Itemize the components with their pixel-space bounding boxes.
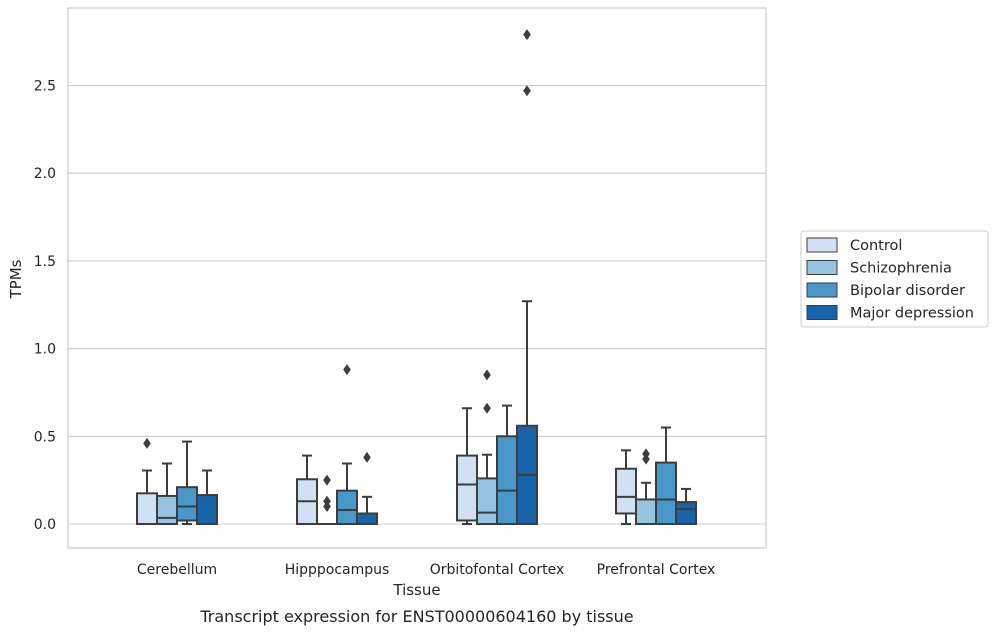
box-bipolar-disorder xyxy=(655,426,677,525)
box-control xyxy=(456,407,478,525)
legend-label: Bipolar disorder xyxy=(850,283,965,299)
y-tick-label: 2.5 xyxy=(34,79,56,95)
box-major-depression xyxy=(356,451,378,526)
legend-label: Major depression xyxy=(850,306,974,322)
outlier-point xyxy=(323,474,331,486)
box-control xyxy=(296,454,318,526)
y-tick-label: 0.5 xyxy=(34,429,56,445)
legend-frame xyxy=(800,230,989,328)
x-tick-label: Hipppocampus xyxy=(285,562,390,578)
x-tick-label: Orbitofontal Cortex xyxy=(430,562,565,578)
y-tick-label: 1.5 xyxy=(34,254,56,270)
legend-swatch xyxy=(806,282,838,298)
box-plots xyxy=(136,29,697,526)
box-major-depression xyxy=(675,487,697,526)
outlier-point xyxy=(523,29,531,41)
y-tick-labels: 0.0 0.5 1.0 1.5 2.0 2.5 xyxy=(34,79,56,534)
box-bipolar-disorder xyxy=(496,404,518,525)
box-schizophrenia xyxy=(635,448,657,525)
legend-label: Schizophrenia xyxy=(850,261,952,277)
box-schizophrenia xyxy=(156,462,178,526)
outlier-point xyxy=(483,369,491,381)
gridlines xyxy=(68,84,766,525)
box-bipolar-disorder xyxy=(176,440,198,525)
x-tick-labels: Cerebellum Hipppocampus Orbitofontal Corte… xyxy=(137,562,715,578)
x-tick-label: Cerebellum xyxy=(137,562,217,578)
box-body xyxy=(136,492,158,525)
box-body xyxy=(655,461,677,525)
box-major-depression xyxy=(516,29,538,525)
plot-area-frame xyxy=(67,7,767,549)
box-body xyxy=(196,494,218,525)
x-axis-title: Tissue xyxy=(392,581,440,599)
box-body xyxy=(675,501,697,526)
outlier-point xyxy=(483,402,491,414)
box-schizophrenia xyxy=(316,474,338,526)
legend-swatch xyxy=(806,305,838,320)
y-axis-title: TPMs xyxy=(7,259,25,299)
x-tick-label: Prefrontal Cortex xyxy=(597,562,716,578)
legend-swatch xyxy=(806,237,838,253)
box-body xyxy=(496,435,518,525)
box-body xyxy=(635,498,657,525)
legend-swatch xyxy=(806,260,838,275)
box-body xyxy=(476,477,498,525)
box-control xyxy=(136,437,158,525)
outlier-point xyxy=(343,364,351,376)
box-body xyxy=(156,494,178,526)
outlier-point xyxy=(323,495,331,507)
box-body xyxy=(615,467,637,515)
y-tick-label: 1.0 xyxy=(34,342,56,358)
box-bipolar-disorder xyxy=(336,364,358,526)
legend-label: Control xyxy=(850,238,902,254)
box-control xyxy=(615,449,637,525)
chart-caption: Transcript expression for ENST0000060416… xyxy=(199,607,633,626)
box-body xyxy=(336,489,358,526)
legend: Control Schizophrenia Bipolar disorder Majo… xyxy=(800,230,989,328)
outlier-point xyxy=(363,451,371,463)
box-schizophrenia xyxy=(476,369,498,525)
box-major-depression xyxy=(196,469,218,525)
outlier-point xyxy=(523,85,531,97)
y-tick-label: 0.0 xyxy=(34,517,56,533)
outlier-point xyxy=(642,448,650,460)
box-body xyxy=(176,486,198,522)
y-tick-label: 2.0 xyxy=(34,166,56,182)
outlier-point xyxy=(143,437,151,449)
box-body xyxy=(356,512,378,526)
box-body xyxy=(456,454,478,522)
